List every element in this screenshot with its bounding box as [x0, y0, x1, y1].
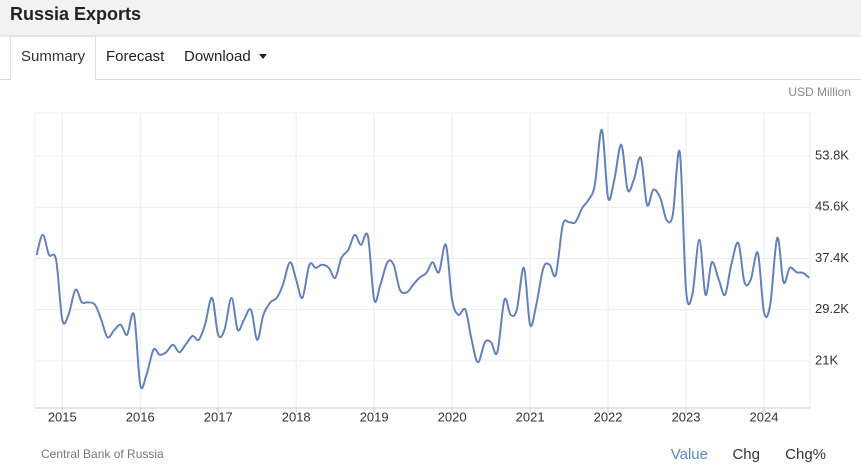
y-tick-label: 45.6K: [815, 199, 849, 214]
tab-join: [11, 78, 95, 81]
dropdown-caret: [259, 54, 267, 59]
tab[interactable]: Forecast: [106, 48, 165, 65]
source: Central Bank of Russia: [41, 447, 164, 461]
x-tick-label: 2018: [282, 409, 311, 424]
x-tick-label: 2024: [750, 409, 779, 424]
y-tick-label: 37.4K: [815, 250, 849, 265]
x-tick-label: 2023: [672, 409, 701, 424]
plot-frame: [34, 112, 811, 409]
title-bar: [0, 0, 861, 36]
x-tick-label: 2020: [438, 409, 467, 424]
data-line: [35, 128, 810, 390]
x-tick-label: 2019: [360, 409, 389, 424]
active-tab[interactable]: [10, 36, 96, 80]
tab[interactable]: Download: [184, 48, 251, 65]
y-tick-label: 21K: [815, 352, 838, 367]
view-button[interactable]: Value: [671, 446, 708, 463]
x-tick-label: 2022: [594, 409, 623, 424]
page-title: Russia Exports: [10, 4, 141, 24]
x-tick-label: 2021: [516, 409, 545, 424]
x-tick-label: 2017: [204, 409, 233, 424]
view-button[interactable]: Chg%: [785, 446, 826, 463]
y-tick-label: 53.8K: [815, 147, 849, 162]
x-tick-label: 2015: [48, 409, 77, 424]
tab[interactable]: Summary: [21, 48, 86, 65]
plot: 2015 2016 2017 2018 2019 2020 2021 2022 2023 2024…: [34, 112, 849, 424]
unit-label: USD Million: [788, 85, 851, 99]
x-tick-label: 2016: [126, 409, 155, 424]
view-button[interactable]: Chg: [732, 446, 760, 463]
y-tick-label: 29.2K: [815, 301, 849, 316]
